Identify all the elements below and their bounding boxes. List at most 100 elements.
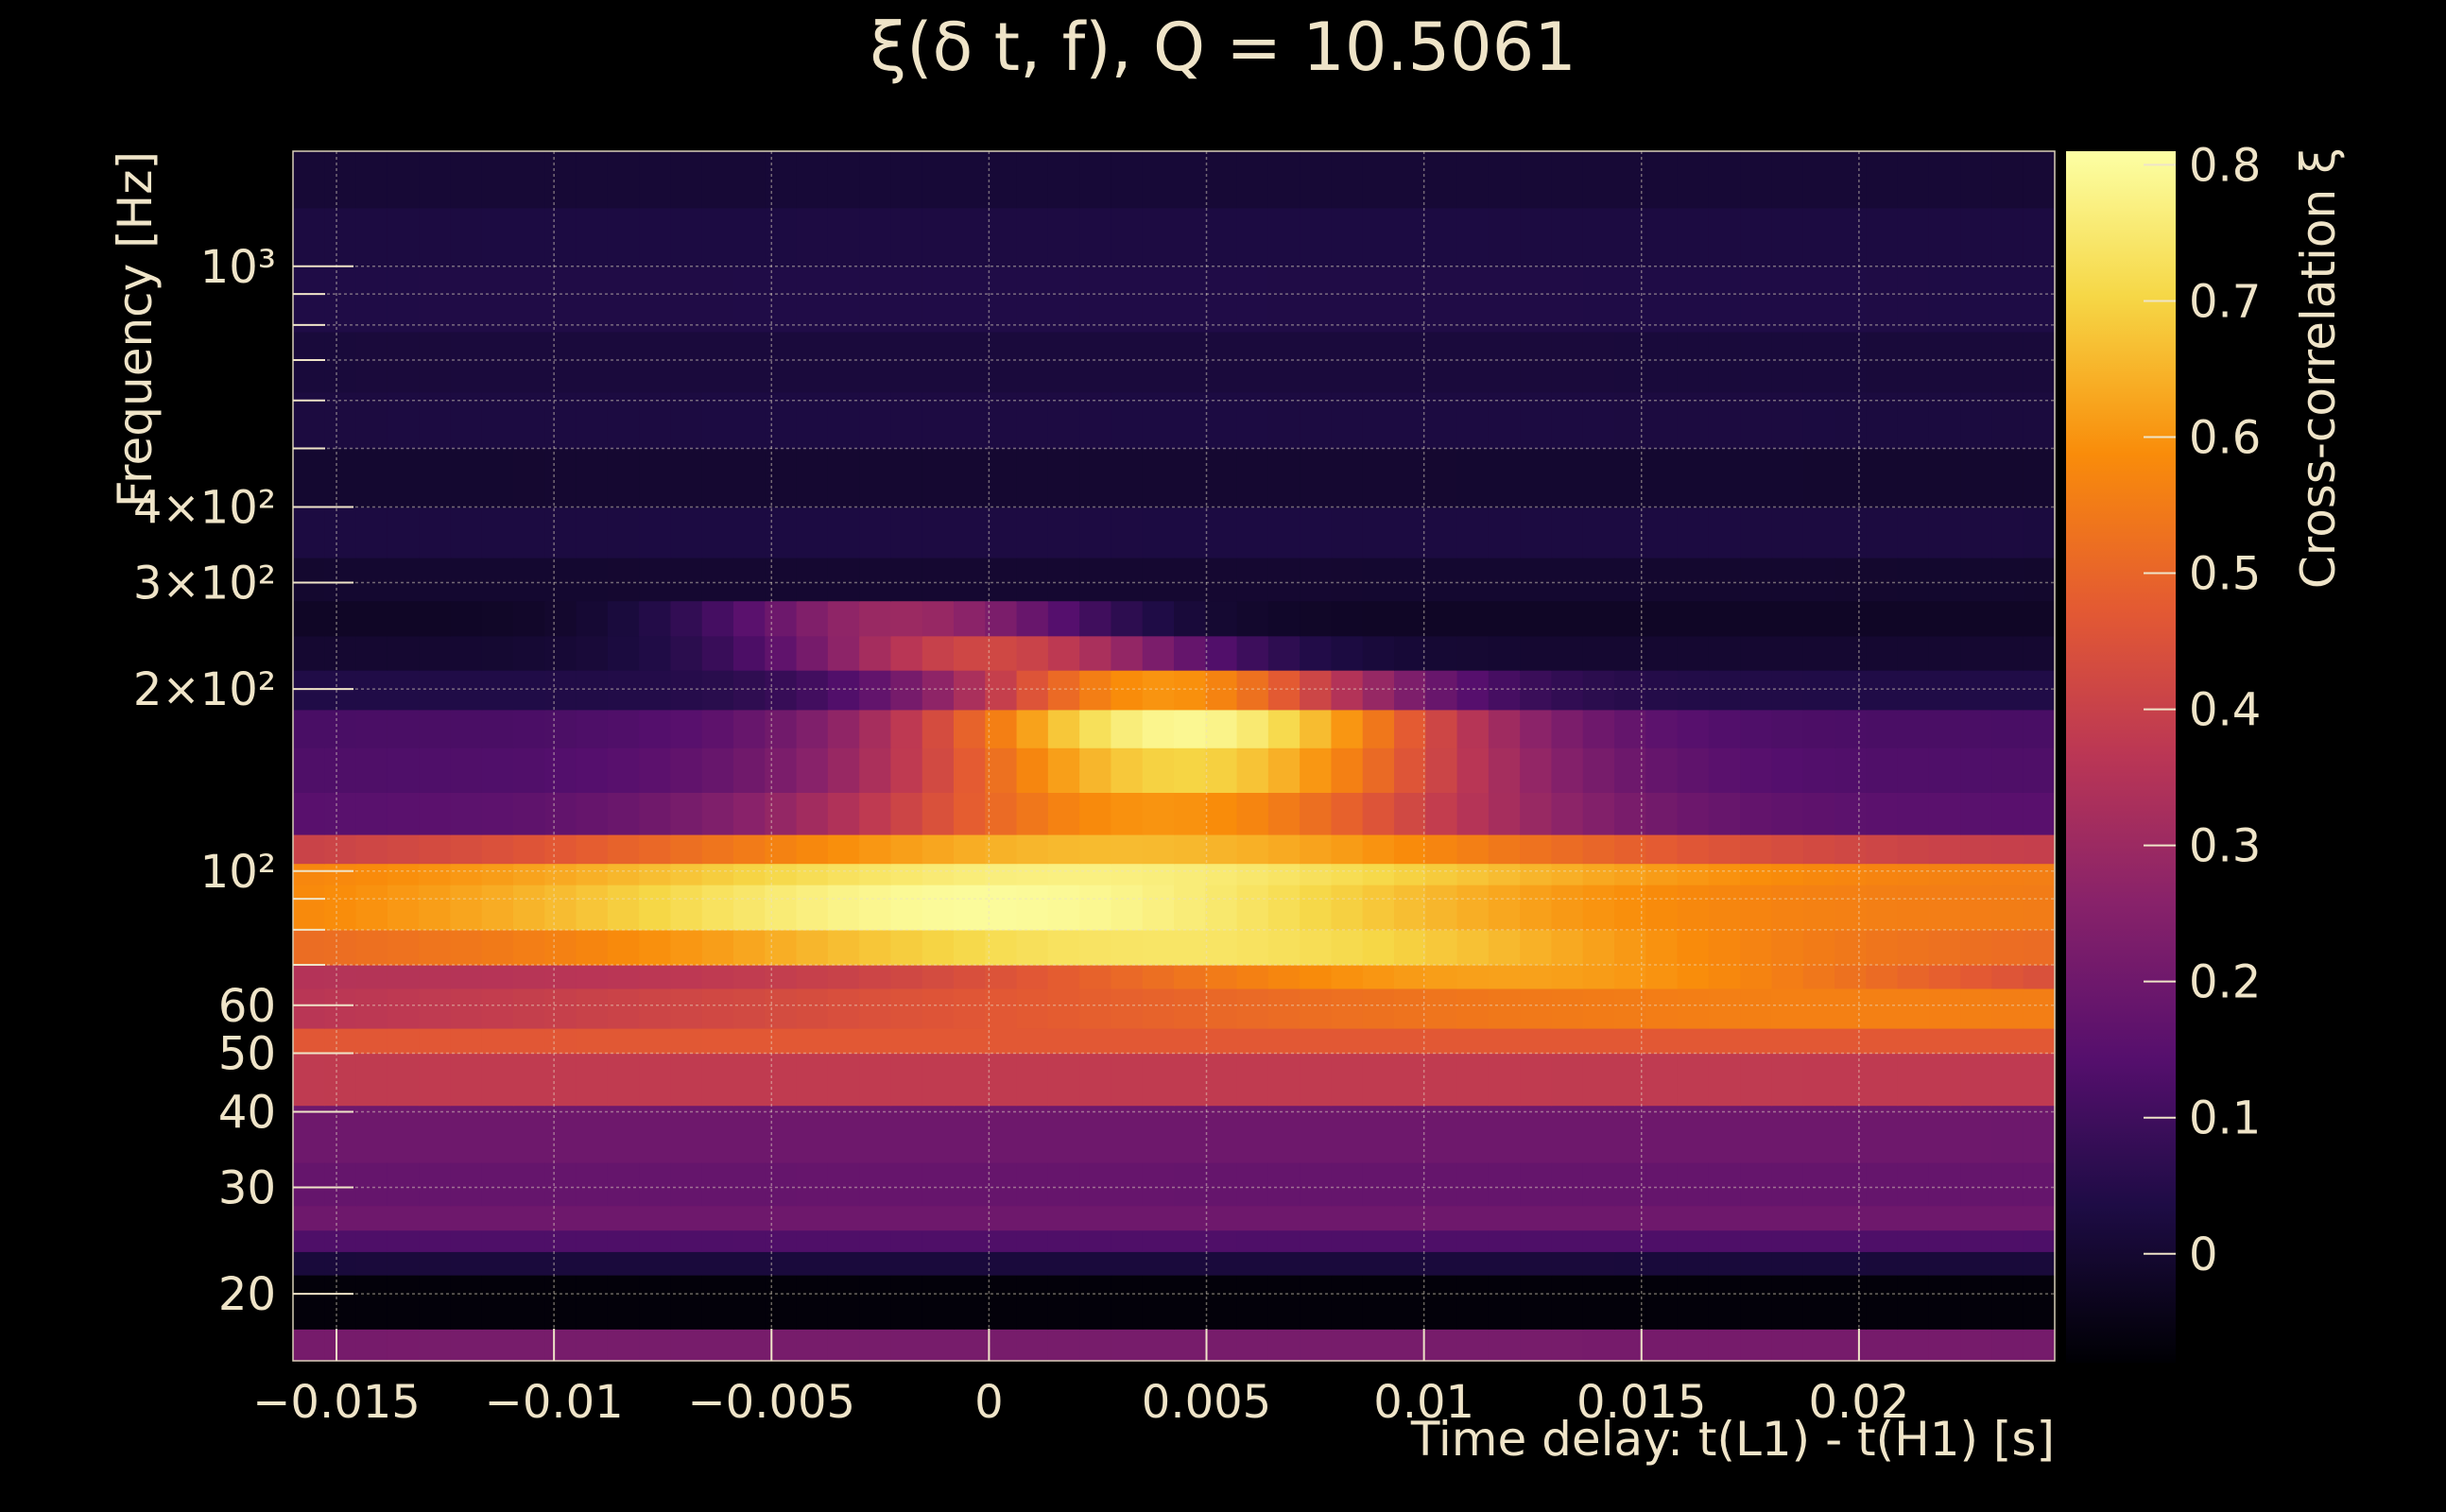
heatmap-cell bbox=[1551, 448, 1584, 508]
heatmap-cell bbox=[1960, 600, 1993, 637]
heatmap-cell bbox=[733, 635, 766, 671]
heatmap-cell bbox=[1551, 1205, 1584, 1231]
heatmap-cell bbox=[1897, 448, 1930, 508]
heatmap-cell bbox=[922, 988, 955, 1029]
heatmap-cell bbox=[1740, 507, 1773, 558]
heatmap-cell bbox=[1236, 964, 1269, 989]
heatmap-cell bbox=[1079, 1229, 1112, 1252]
heatmap-cell bbox=[922, 670, 955, 711]
heatmap-cell bbox=[1456, 833, 1490, 865]
heatmap-cell bbox=[324, 151, 357, 209]
heatmap-cell bbox=[1267, 331, 1301, 393]
heatmap-cell bbox=[954, 448, 986, 508]
plot-frame bbox=[292, 150, 2056, 1362]
heatmap-cell bbox=[922, 833, 955, 865]
heatmap-cell bbox=[733, 670, 766, 711]
heatmap-cell bbox=[1614, 1027, 1646, 1055]
heatmap-cell bbox=[1582, 988, 1615, 1029]
heatmap-cell bbox=[1991, 863, 2024, 885]
heatmap-cell bbox=[890, 151, 923, 209]
heatmap-cell bbox=[1142, 207, 1175, 267]
heatmap-cell bbox=[1866, 1053, 1899, 1107]
heatmap-cell bbox=[544, 331, 577, 393]
heatmap-cell bbox=[1111, 1229, 1144, 1252]
heatmap-cell bbox=[607, 151, 640, 209]
heatmap-cell bbox=[890, 1027, 923, 1055]
heatmap-cell bbox=[355, 1229, 388, 1252]
heatmap-cell bbox=[733, 747, 766, 793]
heatmap-cell bbox=[1394, 670, 1426, 711]
heatmap-cell bbox=[1520, 833, 1553, 865]
heatmap-cell bbox=[985, 207, 1018, 267]
heatmap-cell bbox=[607, 1205, 640, 1231]
heatmap-cell bbox=[1488, 331, 1521, 393]
heatmap-cell bbox=[985, 1053, 1018, 1107]
heatmap-cell bbox=[985, 709, 1018, 748]
heatmap-cell bbox=[450, 1105, 483, 1163]
heatmap-cell bbox=[1047, 929, 1080, 966]
heatmap-cell bbox=[355, 600, 388, 637]
heatmap-cell bbox=[1425, 151, 1458, 209]
heatmap-cell bbox=[1771, 747, 1804, 793]
heatmap-cell bbox=[1520, 207, 1553, 267]
heatmap-cell bbox=[576, 507, 609, 558]
heatmap-cell bbox=[1362, 448, 1395, 508]
heatmap-cell bbox=[1582, 1105, 1615, 1163]
heatmap-cell bbox=[1645, 507, 1679, 558]
heatmap-cell bbox=[1928, 507, 1961, 558]
heatmap-cell bbox=[450, 557, 483, 602]
heatmap-cell bbox=[827, 709, 860, 748]
heatmap-cell bbox=[607, 1053, 640, 1107]
heatmap-cell bbox=[1267, 448, 1301, 508]
heatmap-cell bbox=[1991, 391, 2024, 450]
heatmap-cell bbox=[1708, 929, 1741, 966]
heatmap-cell bbox=[1928, 885, 1961, 931]
heatmap-cell bbox=[670, 1229, 703, 1252]
heatmap-cell bbox=[890, 448, 923, 508]
heatmap-cell bbox=[1425, 863, 1458, 885]
heatmap-cell bbox=[1866, 1027, 1899, 1055]
heatmap-cell bbox=[670, 1275, 703, 1330]
heatmap-cell bbox=[387, 1205, 420, 1231]
heatmap-cell bbox=[796, 557, 829, 602]
heatmap-cell bbox=[827, 557, 860, 602]
heatmap-cell bbox=[859, 1161, 892, 1207]
heatmap-cell bbox=[2023, 391, 2056, 450]
heatmap-cell bbox=[419, 1329, 452, 1362]
heatmap-cell bbox=[701, 1105, 734, 1163]
heatmap-cell bbox=[859, 1053, 892, 1107]
heatmap-cell bbox=[639, 792, 672, 835]
heatmap-cell bbox=[827, 747, 860, 793]
heatmap-cell bbox=[1142, 1329, 1175, 1362]
heatmap-cell bbox=[1771, 557, 1804, 602]
heatmap-cell bbox=[1331, 557, 1364, 602]
heatmap-cell bbox=[1677, 1161, 1710, 1207]
heatmap-cell bbox=[1174, 1027, 1206, 1055]
heatmap-cell bbox=[1897, 1161, 1930, 1207]
heatmap-cell bbox=[1740, 792, 1773, 835]
heatmap-cell bbox=[1047, 863, 1080, 885]
heatmap-cell bbox=[1205, 207, 1238, 267]
heatmap-cell bbox=[1708, 988, 1741, 1029]
heatmap-cell bbox=[355, 635, 388, 671]
heatmap-cell bbox=[450, 833, 483, 865]
heatmap-cell bbox=[1174, 1329, 1206, 1362]
heatmap-cell bbox=[1960, 207, 1993, 267]
heatmap-cell bbox=[419, 863, 452, 885]
heatmap-cell bbox=[1267, 1105, 1301, 1163]
heatmap-cell bbox=[2023, 863, 2056, 885]
heatmap-cell bbox=[1488, 792, 1521, 835]
heatmap-cell bbox=[1488, 151, 1521, 209]
heatmap-cell bbox=[1551, 1229, 1584, 1252]
heatmap-cell bbox=[1677, 885, 1710, 931]
heatmap-cell bbox=[670, 1027, 703, 1055]
heatmap-cell bbox=[733, 448, 766, 508]
heatmap-cell bbox=[1425, 988, 1458, 1029]
heatmap-cell bbox=[1645, 1205, 1679, 1231]
heatmap-cell bbox=[1802, 1329, 1835, 1362]
heatmap-cell bbox=[733, 792, 766, 835]
heatmap-cell bbox=[355, 151, 388, 209]
heatmap-cell bbox=[890, 507, 923, 558]
heatmap-cell bbox=[1236, 207, 1269, 267]
heatmap-cell bbox=[1111, 1105, 1144, 1163]
